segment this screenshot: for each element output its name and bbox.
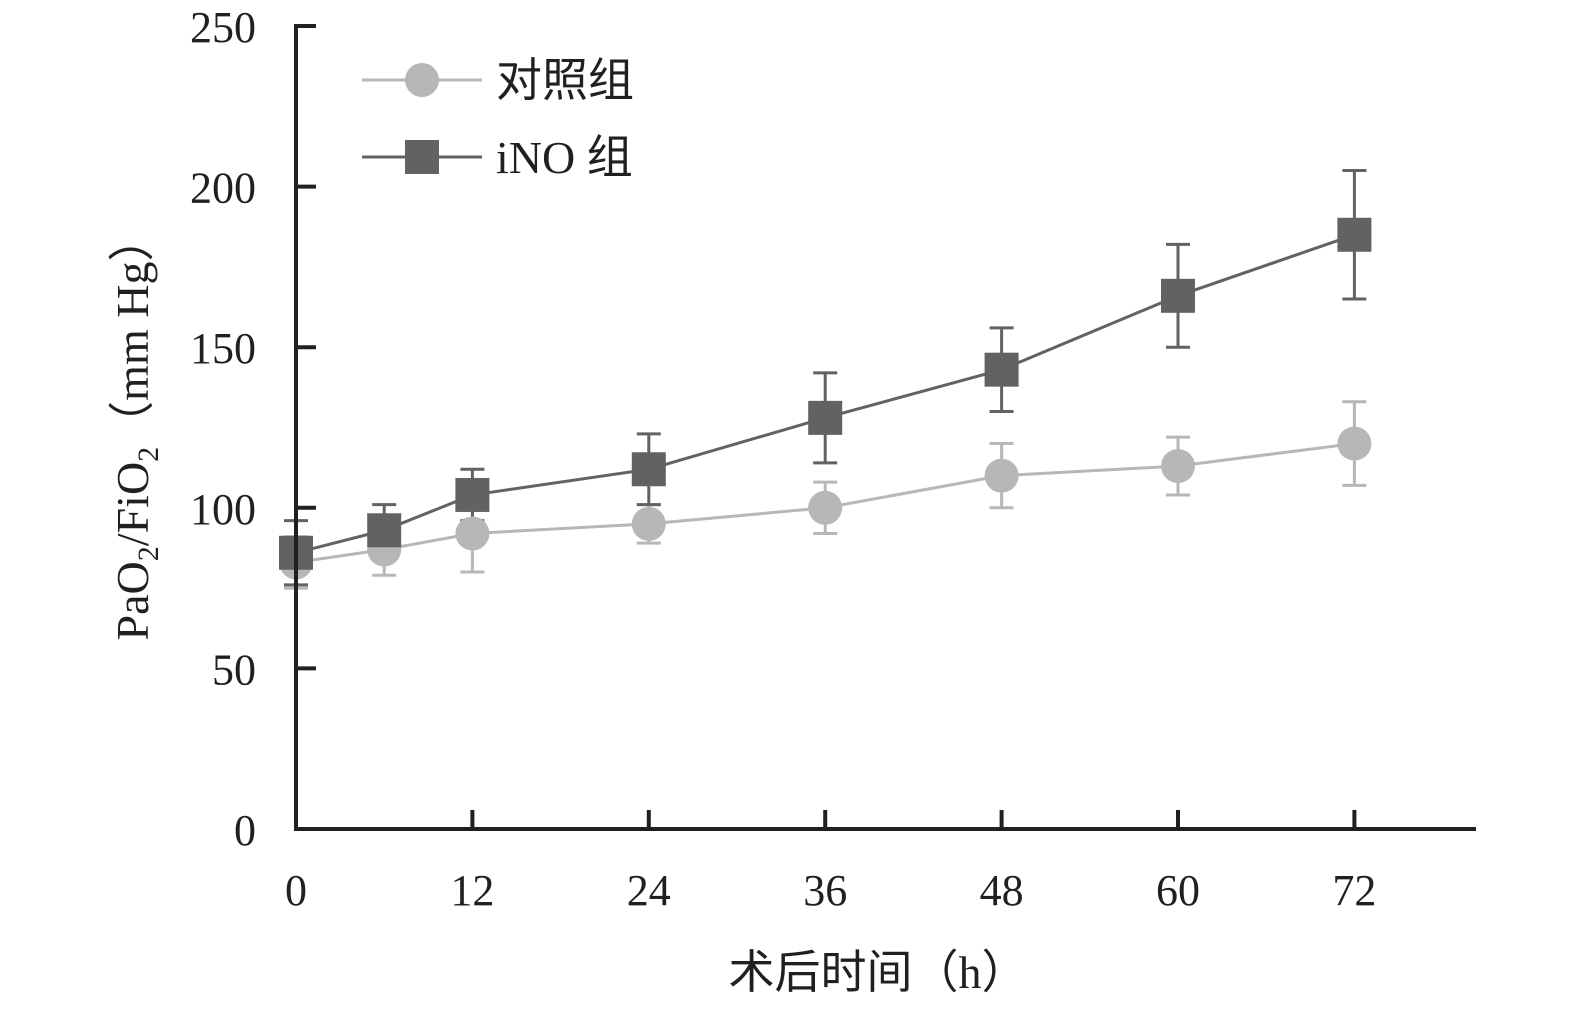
- axis-ticks: 0 50 100 150 200 250 0 12 24 36 48 60 72: [190, 3, 1376, 915]
- data-point-circle: [1337, 426, 1372, 461]
- x-tick-label: 12: [450, 866, 494, 915]
- x-tick-label: 24: [627, 866, 671, 915]
- x-tick-label: 60: [1156, 866, 1200, 915]
- error-bars: [284, 169, 1367, 590]
- y-tick-label: 50: [212, 645, 256, 694]
- series-markers: [279, 217, 1372, 580]
- data-point-circle: [1161, 449, 1195, 484]
- x-tick-label: 36: [803, 866, 847, 915]
- y-tick-label: 150: [190, 324, 256, 373]
- x-tick-label: 0: [285, 866, 307, 915]
- data-point-circle: [631, 506, 666, 541]
- legend-marker-square: [405, 140, 439, 174]
- y-tick-label: 0: [234, 806, 256, 855]
- y-tick-label: 200: [190, 164, 256, 213]
- legend-marker-circle: [405, 63, 439, 97]
- data-point-square: [631, 452, 666, 487]
- data-point-square: [808, 400, 843, 435]
- data-point-circle: [808, 490, 843, 525]
- y-axis-title-group: PaO2/FiO2（mm Hg）: [107, 216, 165, 641]
- data-point-square: [367, 513, 402, 548]
- data-point-square: [984, 352, 1019, 387]
- data-point-square: [1161, 278, 1195, 313]
- x-tick-label: 72: [1332, 866, 1376, 915]
- x-tick-label: 48: [980, 866, 1024, 915]
- data-point-square: [455, 477, 490, 512]
- data-point-circle: [455, 516, 490, 551]
- legend-label: iNO 组: [496, 132, 633, 183]
- data-point-square: [1337, 217, 1372, 252]
- x-axis-title: 术后时间（h）: [729, 947, 1028, 998]
- legend: 对照组 iNO 组: [362, 55, 634, 183]
- legend-label: 对照组: [496, 55, 634, 106]
- y-axis-title: PaO2/FiO2（mm Hg）: [107, 216, 165, 641]
- y-tick-label: 250: [190, 3, 256, 52]
- y-tick-label: 100: [190, 485, 256, 534]
- data-point-circle: [984, 458, 1019, 493]
- axes: [294, 24, 1476, 831]
